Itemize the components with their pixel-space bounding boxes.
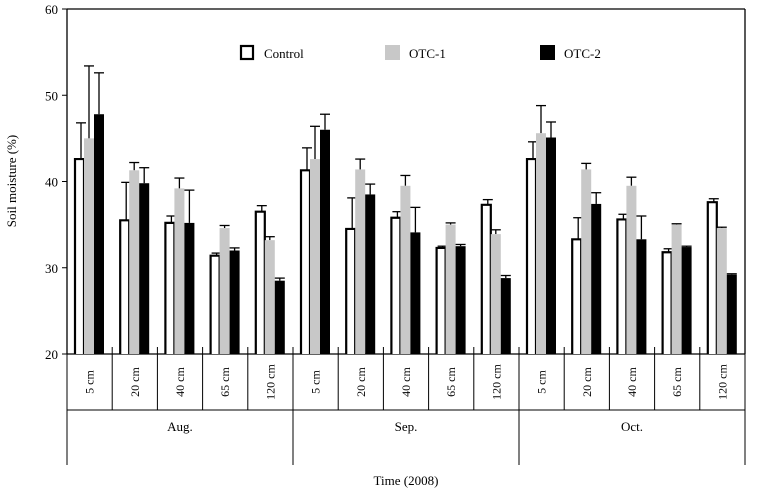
bar-otc-1 — [581, 169, 592, 354]
bar-otc-2 — [546, 137, 556, 354]
month-label: Oct. — [621, 419, 643, 434]
x-axis-label: Time (2008) — [374, 473, 439, 488]
bar-otc-2 — [320, 129, 330, 354]
bar-control — [525, 157, 538, 354]
bar-otc-2 — [229, 250, 240, 354]
depth-label: 65 cm — [670, 367, 684, 397]
legend-label: OTC-2 — [564, 46, 601, 61]
bar-otc-2 — [274, 280, 285, 354]
x-categories: 5 cm 20 cm 40 cm 65 cm 120 cm 5 cm 20 cm 40 cm 6… — [66, 347, 746, 465]
y-tick-label: 30 — [45, 261, 58, 276]
bar-otc-1 — [129, 170, 140, 354]
depth-label: 120 cm — [263, 364, 277, 400]
legend-label: OTC-1 — [409, 46, 446, 61]
month-label: Aug. — [167, 419, 193, 434]
bar-otc-2 — [365, 194, 376, 354]
depth-label: 20 cm — [354, 367, 368, 397]
bar-otc-1 — [174, 188, 185, 354]
bar-otc-1 — [355, 169, 366, 354]
depth-label: 120 cm — [715, 364, 729, 400]
legend-swatch-otc-1 — [385, 45, 400, 60]
month-label: Sep. — [395, 419, 418, 434]
bar-otc-2 — [636, 239, 647, 354]
bar-control — [616, 218, 628, 354]
depth-label: 5 cm — [535, 370, 549, 394]
y-tick-label: 20 — [45, 347, 58, 362]
bar-control — [119, 219, 131, 354]
bar-control — [480, 203, 492, 354]
bar-otc-1 — [671, 224, 682, 354]
bar-otc-1 — [219, 228, 230, 354]
bar-otc-2 — [681, 247, 692, 354]
bar-otc-1 — [264, 240, 275, 354]
bar-control — [73, 157, 86, 354]
bar-otc-1 — [84, 138, 94, 354]
bar-otc-2 — [726, 274, 737, 354]
bar-control — [571, 238, 583, 354]
bar-control — [299, 169, 312, 354]
bar-control — [706, 201, 718, 354]
depth-label: 65 cm — [444, 367, 458, 397]
depth-label: 20 cm — [128, 367, 142, 397]
depth-label: 40 cm — [173, 367, 187, 397]
bar-control — [390, 216, 402, 354]
bar-otc-2 — [139, 183, 150, 354]
depth-label: 5 cm — [309, 370, 323, 394]
y-tick-label: 60 — [45, 2, 58, 17]
legend: Control OTC-1 OTC-2 — [239, 44, 601, 61]
bar-otc-1 — [445, 224, 456, 354]
bar-otc-1 — [310, 159, 320, 354]
bar-otc-1 — [400, 185, 411, 354]
bar-otc-2 — [500, 278, 511, 354]
bar-otc-2 — [94, 114, 104, 354]
depth-label: 120 cm — [489, 364, 503, 400]
bar-otc-2 — [410, 232, 421, 354]
bar-control — [254, 210, 266, 354]
depth-label: 65 cm — [218, 367, 232, 397]
bar-control — [435, 246, 447, 354]
bar-otc-1 — [716, 228, 727, 354]
bar-otc-2 — [591, 203, 602, 354]
bar-otc-2 — [455, 246, 466, 354]
depth-label: 40 cm — [399, 367, 413, 397]
bar-control — [164, 221, 176, 354]
bar-otc-1 — [626, 185, 637, 354]
y-tick-label: 50 — [45, 88, 58, 103]
bar-control — [209, 254, 221, 354]
bars — [73, 65, 737, 354]
legend-swatch-otc-2 — [540, 45, 555, 60]
depth-label: 5 cm — [83, 370, 97, 394]
bar-otc-1 — [490, 234, 501, 354]
bar-otc-2 — [184, 222, 195, 354]
bar-control — [661, 251, 673, 354]
depth-label: 20 cm — [580, 367, 594, 397]
legend-swatch-control — [239, 44, 255, 61]
y-tick-label: 40 — [45, 175, 58, 190]
depth-label: 40 cm — [625, 367, 639, 397]
y-axis-label: Soil moisture (%) — [4, 135, 19, 227]
bar-otc-1 — [536, 133, 546, 354]
bar-control — [345, 227, 357, 354]
legend-label: Control — [264, 46, 304, 61]
